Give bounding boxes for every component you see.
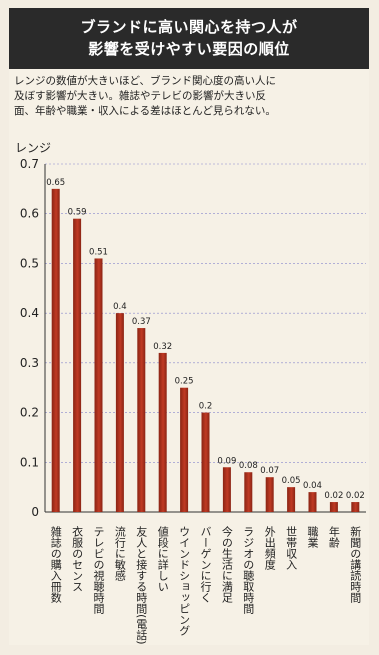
chart-description: レンジの数値が大きいほど、ブランド関心度の高い人に 及ぼす影響が大きい。雑誌やテ… [14,74,364,119]
bar [180,387,189,512]
bar [287,487,296,512]
y-tick-label: 0 [31,505,39,519]
x-tick-label: 友人と接する時間(電話) [135,525,148,645]
figure-panel: ブランドに高い関心を持つ人が 影響を受けやすい要因の順位 レンジの数値が大きいほ… [9,8,369,645]
bar-value-label: 0.07 [260,466,279,476]
y-tick-label: 0.1 [20,455,39,469]
bar-chart: レンジ 0 0.1 0.2 0.3 0.4 0.5 0.6 0.7 0.65 雑誌の購入冊数 0.5… [15,141,366,645]
bar [222,467,231,512]
bar-value-label: 0.02 [346,491,365,501]
y-tick-label: 0.5 [20,256,39,270]
x-tick-label: 今の生活に満足 [220,525,233,603]
x-tick-label: ウインドショッピング [178,526,191,636]
bar [329,502,338,512]
bar [244,472,253,512]
bar-value-label: 0.2 [199,402,213,412]
bar-value-label: 0.02 [324,491,343,501]
bar [73,218,82,512]
x-tick-label: 値段に詳しい [156,526,169,592]
bar [115,313,124,512]
bar [265,477,274,512]
x-tick-label: 雑誌の購入冊数 [49,525,62,604]
x-tick-label: 外出頻度 [263,526,276,571]
x-tick-label: 職業 [306,526,319,548]
x-tick-label: バーゲンに行く [199,526,212,603]
y-tick-label: 0.6 [20,207,39,221]
chart-title-line-1: ブランドに高い関心を持つ人が [80,18,298,36]
bar-value-label: 0.32 [153,342,172,352]
bar [351,502,360,512]
description-line-3: 面、年齢や職業・収入による差はほとんど見られない。 [14,105,276,117]
bar [94,258,103,512]
y-axis-label: レンジ [15,141,51,155]
bar-value-label: 0.4 [113,302,127,312]
bar-value-label: 0.59 [68,208,87,218]
bar-value-label: 0.51 [89,247,108,257]
bar-value-label: 0.37 [132,317,151,327]
x-tick-label: 衣服のセンス [71,525,84,592]
bar-value-label: 0.04 [303,481,322,491]
bar-value-label: 0.25 [175,377,194,387]
bar [51,188,60,512]
y-tick-label: 0.2 [20,406,39,420]
bar-value-label: 0.09 [217,456,236,466]
x-tick-label: ラジオの聴取時間 [242,526,255,615]
bar [158,352,167,512]
y-tick-label: 0.3 [20,356,39,370]
description-line-2: 及ぼす影響が大きい。雑誌やテレビの影響が大きい反 [14,90,266,102]
x-tick-label: 新聞の講読時間 [349,525,362,604]
description-line-1: レンジの数値が大きいほど、ブランド関心度の高い人に [14,75,276,87]
chart-title: ブランドに高い関心を持つ人が 影響を受けやすい要因の順位 [9,8,369,69]
bar [201,412,210,512]
x-tick-label: 流行に敏感 [113,525,126,581]
y-tick-label: 0.7 [20,157,39,171]
bar-value-label: 0.05 [282,476,301,486]
x-tick-label: 世帯収入 [285,526,298,570]
chart-title-line-2: 影響を受けやすい要因の順位 [88,40,290,58]
y-tick-label: 0.4 [20,306,39,320]
bar [137,328,146,512]
x-tick-label: 年齢 [327,525,340,549]
bar-value-label: 0.08 [239,461,258,471]
bar-value-label: 0.65 [46,178,65,188]
bar [308,492,317,512]
x-tick-label: テレビの視聴時間 [92,526,105,615]
